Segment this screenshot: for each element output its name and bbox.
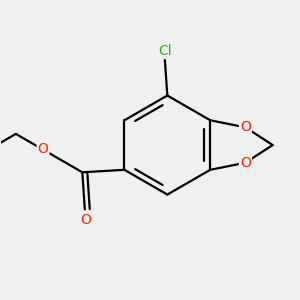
Text: Cl: Cl: [158, 44, 172, 58]
Text: O: O: [240, 120, 251, 134]
Text: O: O: [38, 142, 49, 155]
Text: O: O: [240, 156, 251, 170]
Text: O: O: [80, 213, 91, 227]
